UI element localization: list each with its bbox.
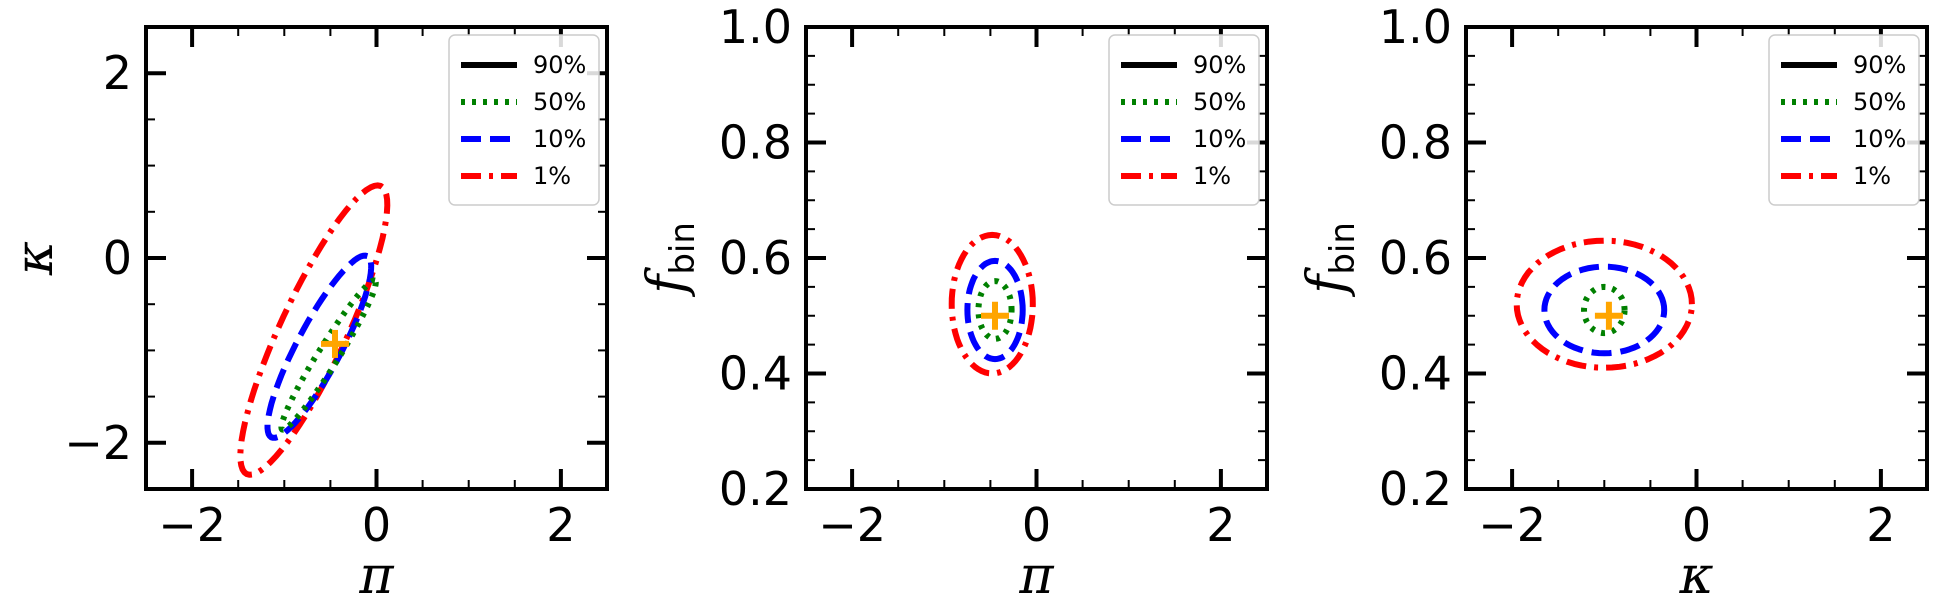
- panel-2: −2 0 2 0.2 0.4 0.6 0.8 1.0 π fbin 90% 50% 10% 1%: [637, 0, 1269, 606]
- x-tick-label: −2: [1478, 498, 1546, 552]
- legend-label: 50%: [1853, 88, 1906, 116]
- contour-10pct: [264, 252, 375, 441]
- legend-label: 1%: [1193, 162, 1231, 190]
- contour-group: [948, 231, 1036, 377]
- x-tick-label: −2: [818, 498, 886, 552]
- legend-label: 1%: [1853, 162, 1891, 190]
- legend: 90% 50% 10% 1%: [448, 34, 600, 206]
- legend-label: 90%: [1193, 51, 1246, 79]
- legend-label: 1%: [533, 162, 571, 190]
- legend: 90% 50% 10% 1%: [1108, 34, 1260, 206]
- legend-label: 50%: [533, 88, 586, 116]
- y-tick-label: 0: [103, 231, 132, 285]
- contour-1pct: [1513, 237, 1695, 371]
- truth-marker: [1594, 301, 1623, 330]
- y-tick-label: −2: [64, 416, 132, 470]
- contour-group: [1513, 237, 1695, 371]
- y-tick-label: 0.4: [1379, 347, 1452, 401]
- contour-1pct: [237, 182, 391, 478]
- legend-label: 10%: [533, 125, 586, 153]
- plot-frame: [144, 25, 609, 491]
- truth-marker: [981, 301, 1010, 330]
- x-tick-label: 2: [1206, 498, 1235, 552]
- x-axis-label: π: [1018, 546, 1054, 606]
- legend-label: 90%: [1853, 51, 1906, 79]
- x-tick-label: 0: [1022, 498, 1051, 552]
- x-tick-label: 0: [362, 498, 391, 552]
- x-tick-label: 2: [1866, 498, 1895, 552]
- y-tick-label: 0.4: [719, 347, 792, 401]
- panel-1: −2 0 2 −2 0 2 π κ 90% 50% 10% 1%: [5, 25, 609, 606]
- y-tick-label: 1.0: [1379, 0, 1452, 54]
- panel-3: −2 0 2 0.2 0.4 0.6 0.8 1.0 κ fbin 90% 50% 10% 1%: [1297, 0, 1929, 606]
- x-axis-label: π: [358, 546, 394, 606]
- y-tick-label: 0.8: [719, 116, 792, 170]
- y-tick-label: 0.2: [1379, 462, 1452, 516]
- y-tick-label: 0.2: [719, 462, 792, 516]
- x-tick-label: 2: [546, 498, 575, 552]
- contour-10pct: [964, 257, 1026, 363]
- contour-50pct: [278, 277, 379, 433]
- contour-10pct: [1541, 263, 1668, 357]
- legend-label: 50%: [1193, 88, 1246, 116]
- x-axis-label: κ: [1678, 546, 1713, 606]
- y-tick-label: 2: [103, 46, 132, 100]
- legend-label: 10%: [1193, 125, 1246, 153]
- legend-label: 90%: [533, 51, 586, 79]
- truth-marker: [321, 329, 350, 358]
- contour-group: [237, 182, 391, 478]
- plot-frame: [804, 25, 1269, 491]
- y-axis-label: fbin: [1297, 222, 1363, 298]
- legend: 90% 50% 10% 1%: [1768, 34, 1920, 206]
- legend-label: 10%: [1853, 125, 1906, 153]
- y-tick-label: 0.6: [1379, 231, 1452, 285]
- y-tick-label: 0.6: [719, 231, 792, 285]
- y-axis-label: κ: [5, 241, 65, 276]
- x-tick-label: −2: [158, 498, 226, 552]
- plot-frame: [1464, 25, 1929, 491]
- y-axis-label: fbin: [637, 222, 703, 298]
- y-tick-label: 1.0: [719, 0, 792, 54]
- x-tick-label: 0: [1682, 498, 1711, 552]
- contour-1pct: [948, 231, 1036, 377]
- contour-50pct: [1581, 283, 1628, 337]
- y-tick-label: 0.8: [1379, 116, 1452, 170]
